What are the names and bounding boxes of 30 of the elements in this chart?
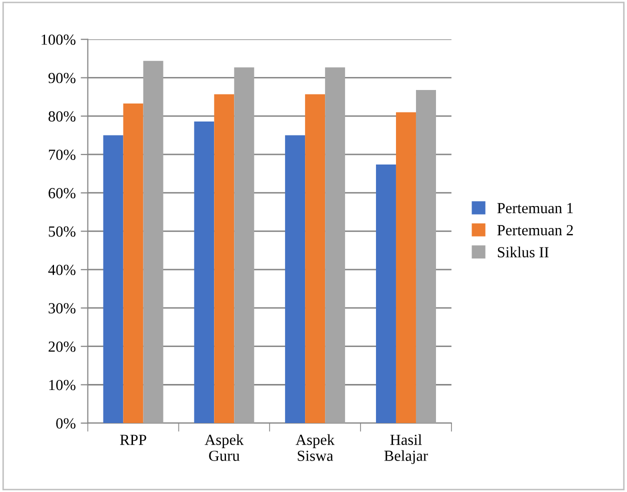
y-tick-label: 10% — [49, 380, 76, 390]
bar — [123, 103, 144, 424]
bar — [194, 121, 214, 424]
y-tick-label: 50% — [48, 226, 76, 237]
bar — [305, 94, 326, 424]
x-tick-label: RPP — [120, 434, 146, 445]
bar — [214, 94, 234, 424]
y-tick-label: 90% — [48, 72, 76, 84]
bar — [143, 60, 164, 424]
x-tick-label: Hasil Belajar — [384, 434, 428, 464]
bar — [325, 67, 346, 424]
y-tick-label: 20% — [48, 342, 76, 352]
x-tick-label: Aspek Siswa — [296, 434, 335, 461]
y-tick-label: 0% — [56, 418, 76, 429]
legend-label: Pertemuan 1 — [497, 203, 573, 214]
bar — [416, 90, 436, 424]
y-tick-label: 80% — [48, 111, 76, 122]
bar — [285, 135, 306, 424]
bar — [103, 135, 124, 424]
bar — [376, 164, 396, 424]
y-tick-label: 60% — [48, 188, 76, 198]
y-tick-label: 100% — [42, 34, 76, 45]
y-tick-label: 40% — [48, 264, 76, 276]
bar — [396, 112, 416, 424]
x-tick-label: Aspek Guru — [204, 434, 244, 461]
y-tick-label: 70% — [48, 150, 76, 160]
bar — [234, 67, 254, 424]
y-tick-label: 30% — [48, 303, 76, 314]
legend-label: Siklus II — [498, 246, 549, 258]
legend-label: Pertemuan 2 — [497, 225, 573, 236]
